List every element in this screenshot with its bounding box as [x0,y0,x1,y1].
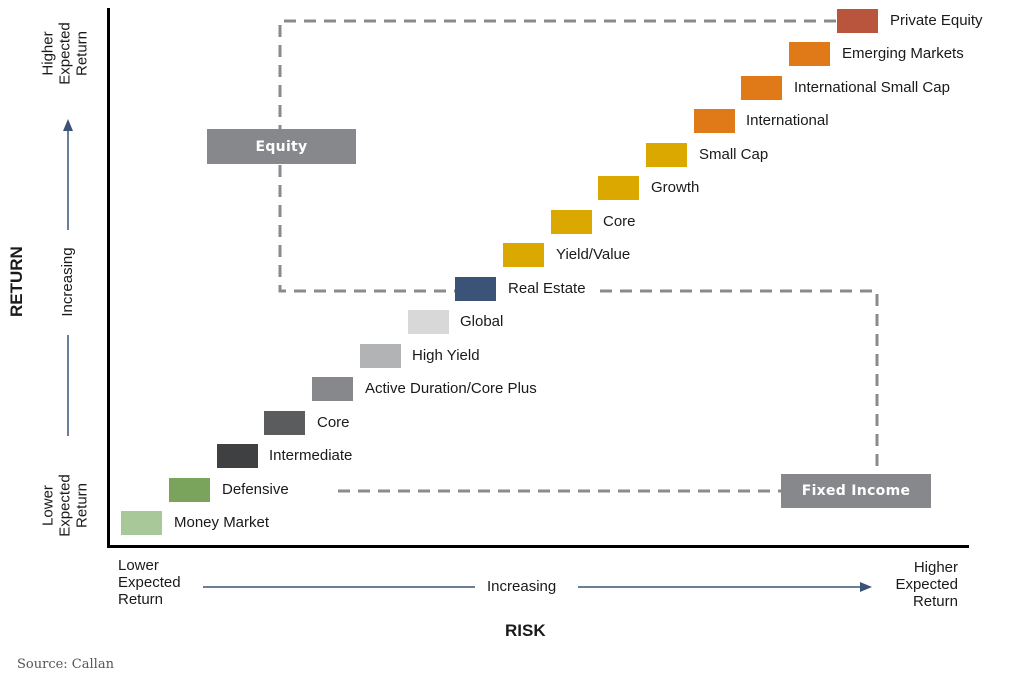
swatch-small-cap [646,143,687,167]
swatch-international [694,109,735,133]
x-low-line-3: Return [118,591,164,608]
equity-group-box: Equity [207,129,356,164]
label-equity-core: Core [603,213,636,230]
swatch-private-equity [837,9,878,33]
x-axis-increasing-label: Increasing [487,578,557,595]
equity-group-label: Equity [255,138,308,155]
swatch-growth [598,176,639,200]
x-axis-low-label: Lower Expected Return [118,557,181,608]
swatch-global [408,310,449,334]
swatch-international-small-cap [741,76,782,100]
label-global: Global [460,313,504,330]
y-axis-line [107,8,110,548]
x-axis-title: RISK [505,621,546,640]
label-active-duration: Active Duration/Core Plus [365,380,537,397]
x-axis-line [107,545,969,548]
y-axis-low-label: Lower Expected Return [40,464,91,548]
label-real-estate: Real Estate [508,280,586,297]
swatch-high-yield [360,344,401,368]
label-fixed-core: Core [317,414,350,431]
swatch-defensive [169,478,210,502]
y-arrow-head [63,119,73,131]
y-axis-increasing-label: Increasing [59,247,76,317]
swatch-intermediate [217,444,258,468]
x-arrow-head [860,582,872,592]
fixed-income-dashed-outline [600,289,879,476]
label-yield-value: Yield/Value [556,246,631,263]
y-axis-high-label: Higher Expected Return [40,9,91,99]
y-low-line-2: Expected [56,474,74,537]
y-high-line-1: Higher [39,31,57,76]
x-high-line-2: Expected [895,576,958,593]
label-private-equity: Private Equity [890,12,983,29]
label-high-yield: High Yield [412,347,480,364]
label-money-market: Money Market [174,514,270,531]
x-low-line-1: Lower [118,557,159,574]
label-intermediate: Intermediate [269,447,353,464]
y-high-line-2: Expected [56,22,74,85]
y-axis-title: RETURN [7,246,26,317]
swatch-fixed-core [264,411,305,435]
fixed-income-group-box: Fixed Income [781,474,931,508]
label-international: International [746,112,829,129]
swatch-active-duration [312,377,353,401]
x-low-line-2: Expected [118,574,181,591]
label-defensive: Defensive [222,481,289,498]
y-low-line-1: Lower [39,485,57,526]
swatch-equity-core [551,210,592,234]
swatch-real-estate [455,277,496,301]
label-emerging-markets: Emerging Markets [842,45,964,62]
swatch-money-market [121,511,162,535]
source-note: Source: Callan [17,657,114,672]
x-axis-high-label: Higher Expected Return [878,559,958,610]
label-growth: Growth [651,179,700,196]
label-small-cap: Small Cap [699,146,769,163]
label-international-small-cap: International Small Cap [794,79,950,96]
swatch-yield-value [503,243,544,267]
swatch-emerging-markets [789,42,830,66]
x-high-line-1: Higher [913,559,958,576]
x-high-line-3: Return [912,593,958,610]
y-high-line-3: Return [73,30,91,77]
y-low-line-3: Return [73,482,91,529]
fixed-income-group-label: Fixed Income [801,483,911,499]
